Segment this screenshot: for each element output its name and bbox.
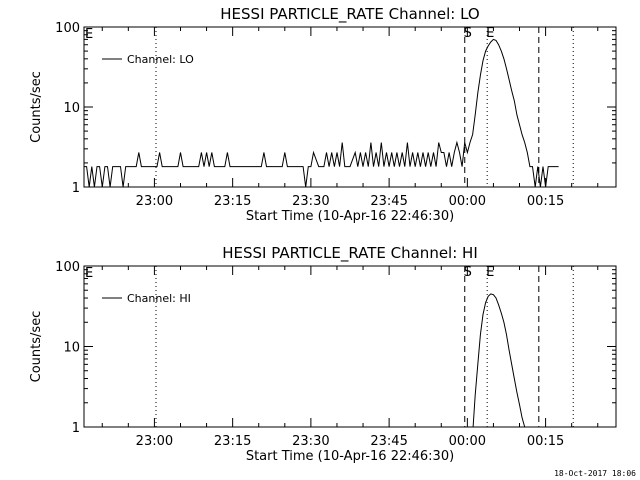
y-tick-label: 1 <box>72 421 80 436</box>
chart-title: HESSI PARTICLE_RATE Channel: LO <box>220 5 479 24</box>
y-tick-label: 1 <box>72 181 80 196</box>
x-tick-label: 00:00 <box>449 194 486 209</box>
y-tick-label: 10 <box>63 341 80 356</box>
plot-frame <box>83 265 617 428</box>
x-axis-label: Start Time (10-Apr-16 22:46:30) <box>246 209 454 224</box>
x-tick-label: 23:45 <box>370 434 407 449</box>
chart-panel-2: HESSI PARTICLE_RATE Channel: HI 1 10 100 Cou… <box>29 244 617 464</box>
x-tick-label: 00:15 <box>527 194 564 209</box>
x-tick-label: 00:00 <box>449 434 486 449</box>
chart-title: HESSI PARTICLE_RATE Channel: HI <box>222 244 478 263</box>
legend-label: Channel: HI <box>127 292 191 305</box>
x-tick-label: 00:15 <box>527 434 564 449</box>
series-line <box>84 38 559 188</box>
x-tick-label: 23:30 <box>292 434 329 449</box>
x-tick-label: 23:00 <box>136 194 173 209</box>
plot-frame <box>83 26 617 188</box>
y-axis-label: Counts/sec <box>29 71 44 143</box>
x-tick-label: 23:00 <box>136 434 173 449</box>
edge-marker-label: E <box>85 27 93 42</box>
marker-label: E <box>486 265 494 280</box>
x-tick-label: 23:15 <box>214 194 251 209</box>
x-tick-label: 23:15 <box>214 434 251 449</box>
legend-label: Channel: LO <box>127 53 194 66</box>
marker-label: E <box>486 26 494 41</box>
x-axis-label: Start Time (10-Apr-16 22:46:30) <box>246 449 454 464</box>
marker-label: S <box>464 265 472 280</box>
series-line <box>472 293 526 428</box>
x-tick-label: 23:45 <box>370 194 407 209</box>
y-tick-label: 10 <box>63 101 80 116</box>
y-axis-label: Counts/sec <box>29 311 44 383</box>
edge-marker-label: E <box>85 266 93 281</box>
x-tick-label: 23:30 <box>292 194 329 209</box>
marker-label: S <box>464 26 472 41</box>
y-tick-label: 100 <box>55 260 80 275</box>
footer-timestamp: 18-Oct-2017 18:06 <box>554 469 636 478</box>
chart-panel-1: HESSI PARTICLE_RATE Channel: LO 1 10 100 Cou… <box>29 5 617 224</box>
y-tick-label: 100 <box>55 21 80 36</box>
